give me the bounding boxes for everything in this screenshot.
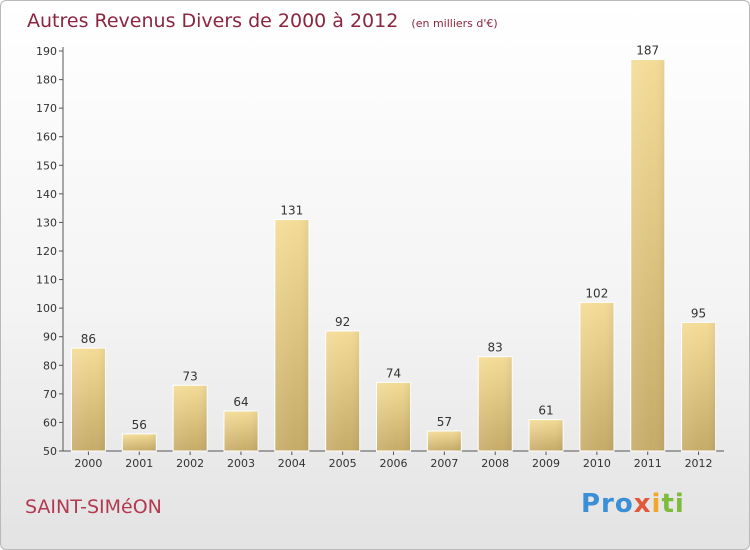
y-tick-label: 190 (36, 45, 57, 58)
x-tick-label: 2007 (430, 457, 458, 470)
value-label-2002: 73 (182, 369, 197, 383)
chart-title: Autres Revenus Divers de 2000 à 2012 (27, 10, 399, 32)
value-label-2010: 102 (585, 286, 608, 300)
bar-shading-2001 (122, 433, 157, 451)
value-label-2006: 74 (386, 366, 401, 380)
value-label-2012: 95 (691, 306, 706, 320)
value-label-2008: 83 (488, 341, 503, 355)
x-tick-label: 2008 (481, 457, 509, 470)
bar-shading-2008 (478, 356, 513, 451)
value-label-2004: 131 (280, 204, 303, 218)
bar-shading-2000 (71, 348, 106, 451)
bar-shading-2006 (376, 382, 411, 451)
bar-shading-2012 (681, 322, 716, 451)
value-labels: 86 56 73 64 131 92 74 57 83 61 102 187 95 (81, 44, 706, 432)
x-tick-label: 2004 (278, 457, 306, 470)
bar-shading-2007 (427, 431, 462, 451)
proxiti-logo: Proxiti (581, 489, 685, 519)
title-row: Autres Revenus Divers de 2000 à 2012 (en… (27, 10, 498, 32)
value-label-2011: 187 (636, 44, 659, 58)
value-label-2007: 57 (437, 415, 452, 429)
y-tick-label: 150 (36, 159, 57, 172)
value-label-2005: 92 (335, 315, 350, 329)
bar-shading-2003 (223, 411, 258, 451)
y-tick-label: 170 (36, 102, 57, 115)
y-tick-label: 180 (36, 74, 57, 87)
x-tick-label: 2006 (380, 457, 408, 470)
y-tick-label: 80 (43, 359, 57, 372)
value-label-2003: 64 (233, 395, 248, 409)
bar-shading-2004 (274, 219, 309, 451)
value-label-2000: 86 (81, 332, 96, 346)
x-tick-label: 2012 (685, 457, 713, 470)
bar-shading-2011 (630, 59, 665, 451)
x-tick-label: 2005 (329, 457, 357, 470)
chart-subtitle: (en milliers d'€) (411, 17, 498, 30)
x-tick-label: 2010 (583, 457, 611, 470)
x-tick-label: 2003 (227, 457, 255, 470)
x-tick-label: 2001 (125, 457, 153, 470)
y-tick-label: 70 (43, 388, 57, 401)
y-tick-label: 120 (36, 245, 57, 258)
x-tick-label: 2002 (176, 457, 204, 470)
y-tick-label: 100 (36, 302, 57, 315)
y-tick-label: 110 (36, 274, 57, 287)
x-tick-label: 2000 (74, 457, 102, 470)
bar-shading-2009 (529, 419, 564, 451)
y-tick-label: 90 (43, 331, 57, 344)
y-tick-label: 60 (43, 416, 57, 429)
y-tick-label: 50 (43, 445, 57, 458)
bars (70, 59, 717, 452)
x-tick-label: 2009 (532, 457, 560, 470)
bar-shading-2010 (579, 302, 614, 451)
bar-shading-2002 (173, 385, 208, 451)
bar-shading-2005 (325, 331, 360, 451)
y-tick-label: 140 (36, 188, 57, 201)
y-tick-label: 130 (36, 216, 57, 229)
value-label-2009: 61 (538, 404, 553, 418)
y-tick-label: 160 (36, 131, 57, 144)
x-tick-label: 2011 (634, 457, 662, 470)
value-label-2001: 56 (132, 418, 147, 432)
commune-name: SAINT-SIMéON (25, 496, 162, 518)
